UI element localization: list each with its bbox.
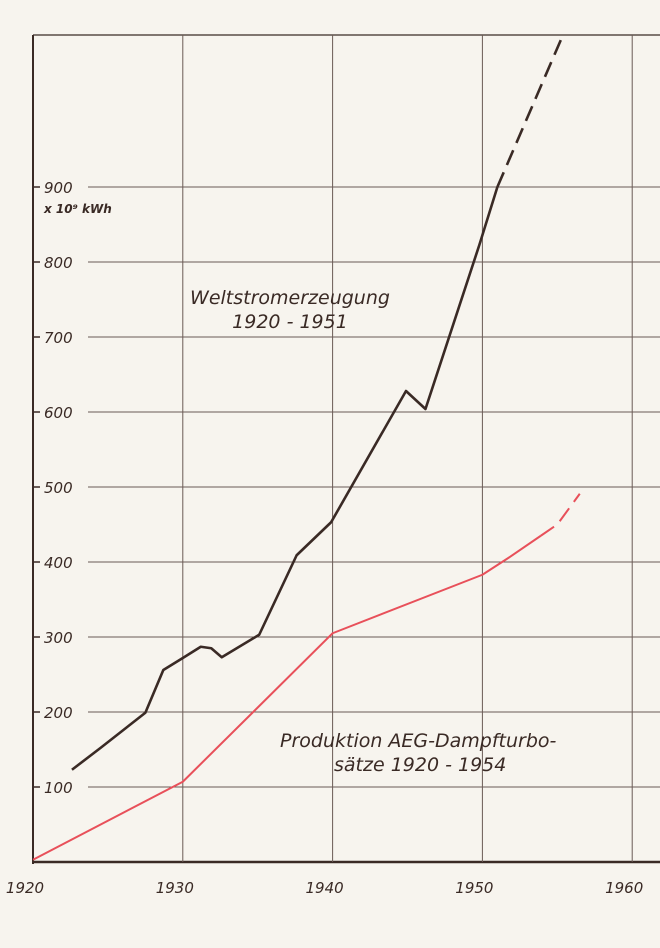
series-line-1 xyxy=(32,534,542,861)
y-tick-label: 600 xyxy=(44,404,73,422)
y-tick-label: 900 xyxy=(44,179,73,197)
series-projection-0 xyxy=(496,37,563,188)
y-tick-label: 800 xyxy=(44,254,73,272)
series-label-weltstrom-line1: Weltstromerzeugung xyxy=(190,287,390,309)
series-lines xyxy=(32,37,581,861)
x-tick-label: 1930 xyxy=(156,879,194,897)
y-tick-label: 200 xyxy=(44,704,73,722)
series-label-weltstrom-line2: 1920 - 1951 xyxy=(232,311,348,333)
ticks: 1920 1930 1940 1950 1960 100 200 300 400 500 600 70… xyxy=(6,179,643,897)
x-tick-label: 1960 xyxy=(605,879,643,897)
series-projection-1 xyxy=(540,493,581,537)
y-tick-label: 700 xyxy=(44,329,73,347)
y-tick-label: 400 xyxy=(44,554,73,572)
y-tick-label: 500 xyxy=(44,479,73,497)
unit-label: x 10⁹ kWh xyxy=(43,202,112,216)
x-tick-label: 1920 xyxy=(6,879,44,897)
series-line-0 xyxy=(71,186,499,771)
x-tick-label: 1940 xyxy=(306,879,344,897)
series-label-aeg-line2: sätze 1920 - 1954 xyxy=(334,754,506,776)
y-tick-label: 300 xyxy=(44,629,73,647)
series-label-aeg-line1: Produktion AEG-Dampfturbo- xyxy=(280,730,557,752)
y-tick-label: 100 xyxy=(44,779,73,797)
grid xyxy=(32,34,660,864)
x-tick-label: 1950 xyxy=(455,879,493,897)
